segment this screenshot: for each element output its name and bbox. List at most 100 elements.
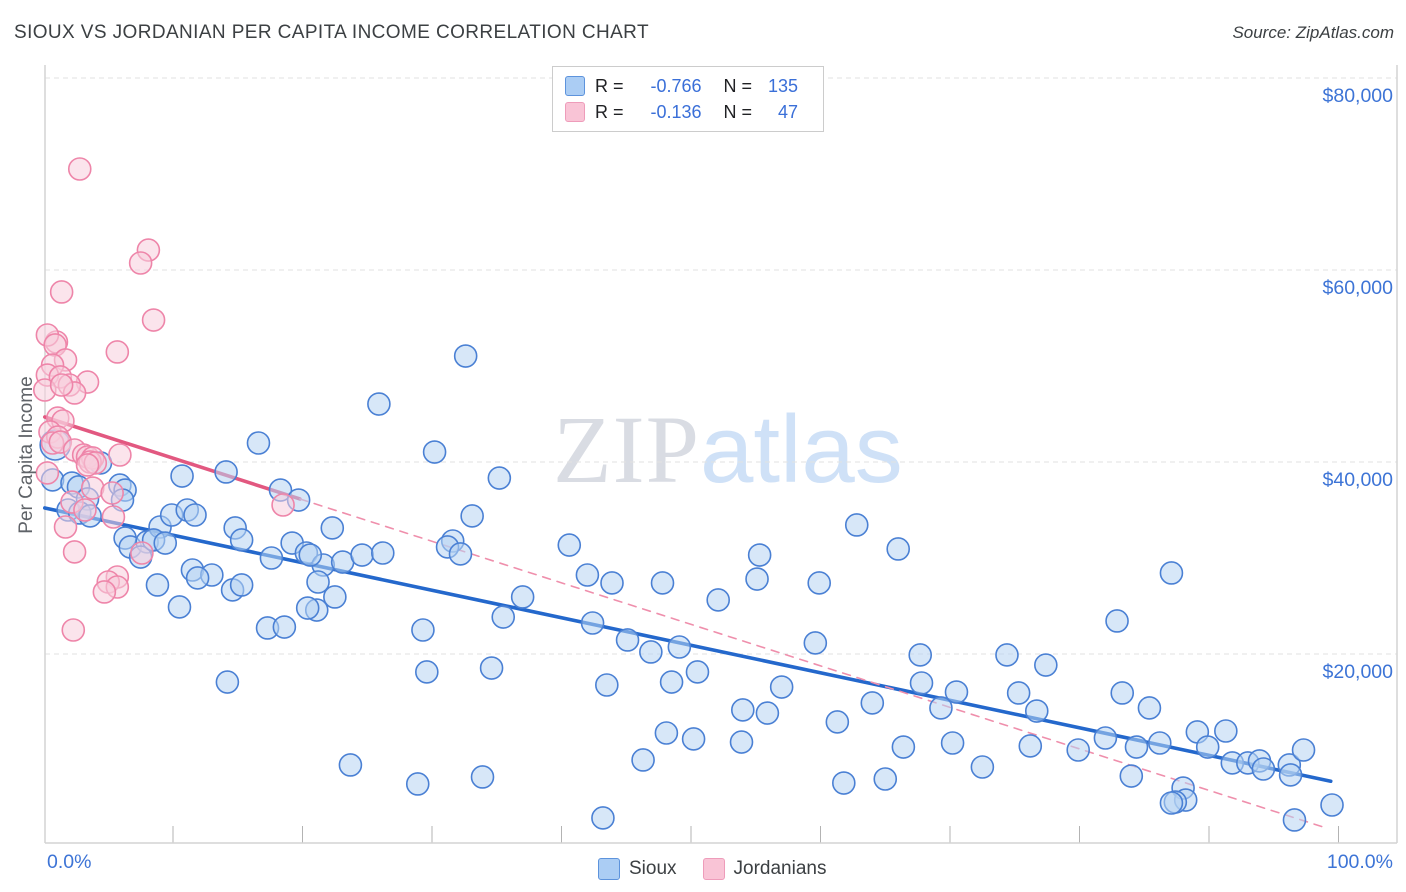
sioux-point: [1147, 731, 1172, 755]
sioux-point: [1034, 653, 1058, 677]
sioux-point: [659, 670, 684, 694]
sioux-point: [803, 631, 828, 655]
jordanian-point: [35, 461, 60, 485]
jordanian-point: [128, 251, 153, 275]
jordanian-point: [62, 540, 87, 564]
sioux-point: [320, 516, 345, 540]
sioux-point: [886, 537, 911, 561]
jordanian-point: [80, 476, 105, 500]
sioux-legend-swatch-icon: [598, 858, 620, 880]
jordanian-point: [271, 493, 295, 517]
jordanian-point: [61, 618, 86, 642]
sioux-point: [367, 392, 391, 416]
sioux-point: [510, 585, 535, 609]
sioux-point: [470, 765, 495, 789]
sioux-point: [145, 573, 170, 597]
sioux-point: [487, 466, 512, 490]
n-value-sioux: 135: [767, 75, 799, 96]
x-axis-max-label: 100.0%: [1326, 851, 1393, 873]
sioux-point: [229, 573, 254, 597]
n-label: N =: [723, 101, 753, 122]
stats-legend-box: R = -0.766 N = 135 R = -0.136 N = 47: [552, 66, 824, 132]
sioux-point: [1214, 719, 1238, 743]
sioux-point: [214, 460, 238, 484]
sioux-point: [970, 755, 995, 779]
page-title: SIOUX VS JORDANIAN PER CAPITA INCOME COR…: [14, 22, 649, 43]
sioux-point: [591, 806, 615, 830]
sioux-point: [891, 735, 916, 759]
sioux-point: [1291, 738, 1316, 762]
jordanians-legend-label: Jordanians: [733, 858, 827, 879]
sioux-point: [557, 533, 582, 557]
jordanian-point: [101, 505, 126, 529]
sioux-point: [1066, 738, 1091, 762]
sioux-point: [350, 543, 374, 567]
jordanian-point: [73, 498, 97, 522]
y-axis-label: $20,000: [1322, 661, 1394, 683]
trend-line-jordanians: [42, 415, 302, 501]
sioux-legend-label: Sioux: [629, 858, 677, 879]
sioux-point: [908, 643, 933, 667]
sioux-point: [448, 542, 473, 566]
sioux-point: [729, 730, 754, 754]
sioux-point: [170, 464, 194, 488]
y-axis-label: $80,000: [1322, 85, 1394, 107]
sioux-point: [747, 543, 772, 567]
sioux-point: [491, 605, 516, 629]
sioux-point: [479, 656, 504, 680]
sioux-point: [580, 611, 605, 635]
jordanians-legend-swatch-icon: [702, 858, 725, 880]
stats-row-sioux: R = -0.766 N = 135: [565, 76, 811, 97]
sioux-point: [405, 772, 430, 796]
sioux-point: [1024, 699, 1049, 723]
sioux-point: [298, 543, 323, 567]
jordanian-point: [49, 373, 74, 397]
sioux-point: [654, 721, 679, 745]
sioux-point: [453, 344, 478, 368]
n-label: N =: [723, 75, 753, 96]
sioux-point: [873, 767, 898, 791]
sioux-point: [323, 585, 347, 609]
sioux-point: [153, 531, 178, 555]
sioux-point: [411, 618, 435, 642]
sioux-point: [1110, 681, 1135, 705]
sioux-point: [1195, 735, 1220, 759]
sioux-point: [730, 698, 755, 722]
jordanian-point: [92, 580, 117, 604]
sioux-point: [1093, 726, 1118, 750]
sioux-point: [631, 748, 655, 772]
sioux-point: [415, 660, 439, 684]
sioux-point: [940, 731, 965, 755]
sioux-point: [370, 541, 395, 565]
sioux-point: [639, 640, 663, 664]
sioux-point: [769, 675, 794, 699]
sioux-point: [860, 691, 885, 715]
sioux-point: [706, 588, 730, 612]
jordanian-point: [75, 453, 100, 477]
sioux-point: [185, 566, 210, 590]
jordanian-point: [105, 340, 130, 364]
n-value-jordanians: 47: [778, 101, 799, 122]
sioux-point: [1320, 793, 1344, 817]
sioux-point: [1159, 561, 1184, 585]
r-value-jordanians: -0.136: [650, 101, 702, 122]
sioux-point: [1282, 808, 1307, 832]
sioux-point: [650, 571, 675, 595]
sioux-point: [844, 513, 869, 537]
sioux-point: [1124, 735, 1149, 759]
jordanian-point: [108, 443, 132, 467]
sioux-point: [825, 710, 850, 734]
r-label: R =: [595, 101, 624, 122]
sioux-point: [229, 528, 254, 552]
sioux-point: [1018, 734, 1043, 758]
sioux-point: [422, 440, 447, 464]
sioux-point: [460, 504, 484, 528]
jordanian-point: [53, 515, 78, 539]
sioux-point: [832, 771, 856, 795]
sioux-point: [755, 701, 780, 725]
sioux-swatch-icon: [565, 76, 585, 96]
jordanian-point: [67, 157, 92, 181]
jordanian-point: [130, 541, 154, 565]
sioux-point: [575, 563, 600, 587]
